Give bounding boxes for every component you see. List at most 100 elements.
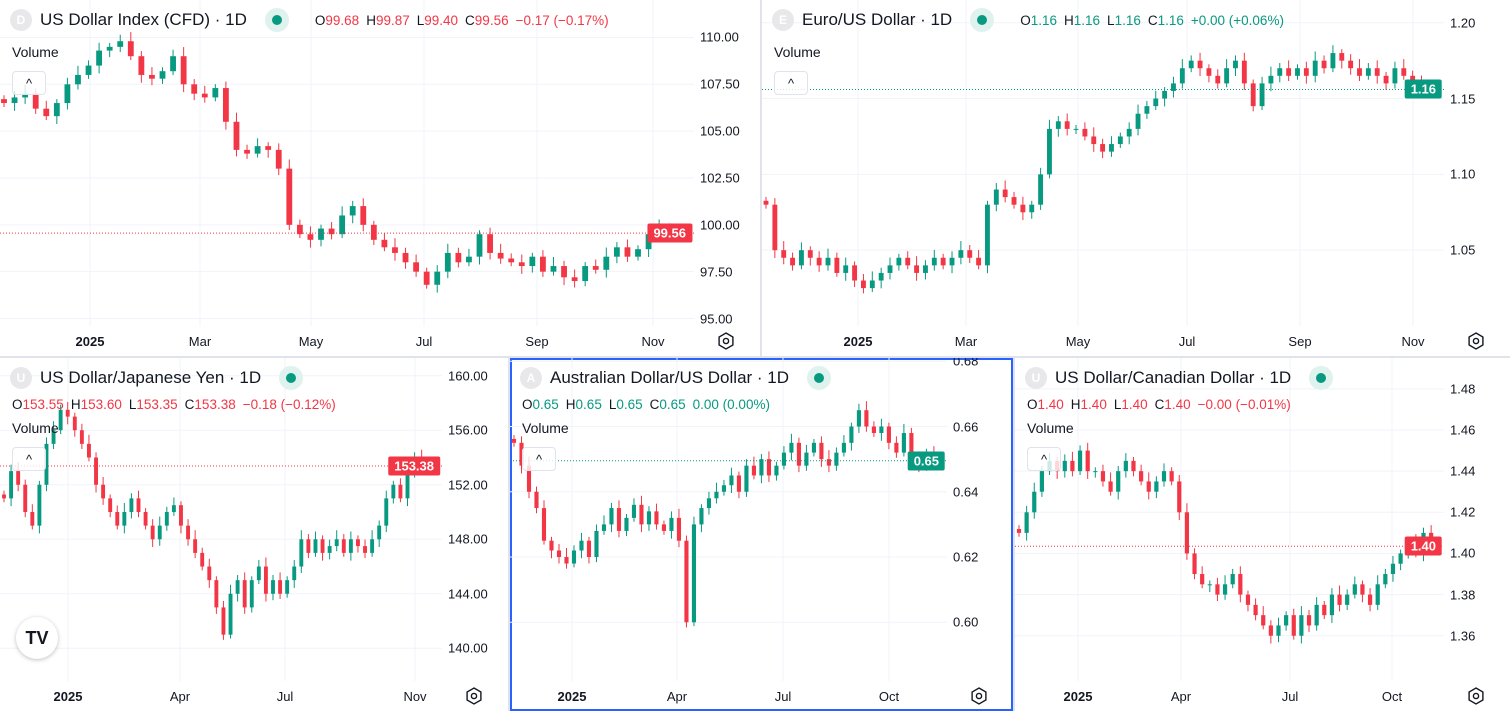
- candle: [1024, 505, 1029, 541]
- volume-label[interactable]: Volume: [12, 420, 59, 436]
- price-axis-label: 1.38: [1450, 587, 1476, 603]
- volume-label[interactable]: Volume: [12, 44, 59, 60]
- candle: [327, 539, 332, 560]
- candle: [864, 401, 869, 432]
- candle: [235, 574, 240, 602]
- collapse-button[interactable]: ^: [12, 447, 46, 471]
- gear-icon[interactable]: [464, 686, 484, 706]
- chart-panel[interactable]: 110.00 107.50 105.00 102.50 100.00 97.50 95.00…: [0, 0, 760, 356]
- price-axis-label: 0.66: [953, 419, 979, 434]
- time-axis[interactable]: 2025 Apr Jul Oct: [510, 681, 947, 711]
- candle-body: [1224, 68, 1230, 84]
- price-axis-label: 1.10: [1450, 166, 1476, 182]
- chart-panel[interactable]: 0.68 0.66 0.64 0.62 0.60 0.65 2025 Apr Jul Oct A Au…: [510, 358, 1013, 711]
- symbol-title[interactable]: US Dollar/Canadian Dollar · 1D: [1055, 368, 1292, 387]
- candle: [616, 500, 622, 538]
- volume-label[interactable]: Volume: [1027, 420, 1074, 436]
- candle: [1154, 476, 1159, 499]
- volume-label[interactable]: Volume: [774, 44, 821, 60]
- candle-body: [58, 409, 63, 431]
- candle: [1392, 61, 1398, 89]
- candle: [72, 412, 77, 437]
- gear-icon[interactable]: [716, 331, 736, 351]
- collapse-button[interactable]: ^: [12, 71, 46, 95]
- price-axis[interactable]: 1.48 1.46 1.44 1.42 1.40 1.38 1.36: [1444, 358, 1509, 681]
- candle-body: [864, 410, 869, 427]
- collapse-button[interactable]: ^: [1027, 447, 1061, 471]
- ohlc-c: C0.65: [649, 397, 686, 412]
- tradingview-logo[interactable]: TV: [16, 617, 58, 659]
- symbol-title[interactable]: Australian Dollar/US Dollar · 1D: [550, 368, 790, 387]
- candle-body: [157, 525, 162, 540]
- candle-body: [1032, 491, 1037, 513]
- candle-body: [1352, 584, 1357, 595]
- candle-body: [1126, 128, 1132, 137]
- candle-body: [878, 272, 884, 281]
- collapse-button[interactable]: ^: [522, 447, 556, 471]
- candle: [242, 572, 247, 614]
- candle-body: [292, 566, 297, 581]
- market-status-button[interactable]: [807, 366, 832, 390]
- time-axis[interactable]: 2025 Mar May Jul Sep Nov: [0, 326, 694, 356]
- collapse-button[interactable]: ^: [774, 71, 808, 95]
- candle: [1002, 180, 1008, 203]
- candle-body: [32, 93, 39, 109]
- candle: [624, 513, 629, 537]
- candle: [201, 85, 208, 103]
- price-axis-label: 1.15: [1450, 91, 1476, 107]
- chevron-up-icon: ^: [25, 75, 33, 91]
- candle: [487, 227, 493, 260]
- market-status-button[interactable]: [279, 366, 304, 390]
- candle: [856, 403, 861, 433]
- candle-body: [1268, 75, 1274, 84]
- gear-icon[interactable]: [1466, 331, 1486, 351]
- candle-body: [624, 247, 631, 257]
- market-status-button[interactable]: [1309, 366, 1334, 390]
- symbol-title[interactable]: US Dollar Index (CFD) · 1D: [40, 10, 247, 29]
- candle: [759, 453, 764, 484]
- price-axis[interactable]: 160.00 156.00 152.00 148.00 144.00 140.00: [442, 358, 507, 681]
- chart-panel[interactable]: 1.20 1.15 1.10 1.05 1.16 2025 Mar May Jul Sep Nov E…: [762, 0, 1510, 356]
- market-status-button[interactable]: [264, 8, 289, 32]
- candle: [307, 226, 314, 248]
- gear-icon[interactable]: [1466, 686, 1486, 706]
- candle-body: [508, 258, 515, 263]
- time-axis[interactable]: 2025 Apr Jul Oct: [1015, 681, 1444, 711]
- candle: [993, 183, 999, 212]
- chart-panel[interactable]: 160.00 156.00 152.00 148.00 144.00 140.00 153.…: [0, 358, 508, 711]
- candle-body: [811, 442, 816, 453]
- candle-body: [841, 442, 846, 453]
- candle-body: [849, 426, 854, 443]
- candle-body: [556, 550, 562, 558]
- symbol-title[interactable]: Euro/US Dollar · 1D: [802, 10, 953, 29]
- candle: [901, 423, 906, 457]
- candle-body: [370, 224, 377, 240]
- candle-body: [646, 511, 652, 525]
- candle-body: [798, 250, 804, 266]
- market-status-button[interactable]: [970, 8, 995, 32]
- candle-body: [519, 442, 524, 466]
- chart-panel[interactable]: 1.48 1.46 1.44 1.42 1.40 1.38 1.36 1.40 2025 Apr J…: [1015, 358, 1510, 711]
- candle-body: [1375, 584, 1380, 605]
- candle-body: [200, 552, 205, 567]
- time-axis[interactable]: 2025 Apr Jul Nov: [0, 681, 442, 711]
- symbol-title[interactable]: US Dollar/Japanese Yen · 1D: [40, 368, 262, 387]
- price-axis[interactable]: 0.68 0.66 0.64 0.62 0.60: [947, 358, 1012, 681]
- candle-body: [781, 250, 787, 258]
- candle: [894, 436, 899, 458]
- volume-label[interactable]: Volume: [522, 420, 569, 436]
- candle: [1295, 64, 1300, 80]
- candle-body: [1306, 615, 1312, 626]
- candle: [286, 159, 293, 231]
- gear-icon[interactable]: [969, 686, 989, 706]
- price-axis[interactable]: 1.20 1.15 1.10 1.05: [1444, 0, 1509, 326]
- price-axis[interactable]: 110.00 107.50 105.00 102.50 100.00 97.50 95.00: [694, 0, 759, 326]
- candle: [1171, 76, 1176, 98]
- time-axis[interactable]: 2025 Mar May Jul Sep Nov: [762, 326, 1444, 356]
- candle: [370, 220, 377, 246]
- candle-body: [1259, 83, 1265, 107]
- candle: [9, 464, 14, 507]
- candle-body: [207, 566, 212, 581]
- candle-body: [149, 74, 155, 79]
- candle: [518, 254, 525, 274]
